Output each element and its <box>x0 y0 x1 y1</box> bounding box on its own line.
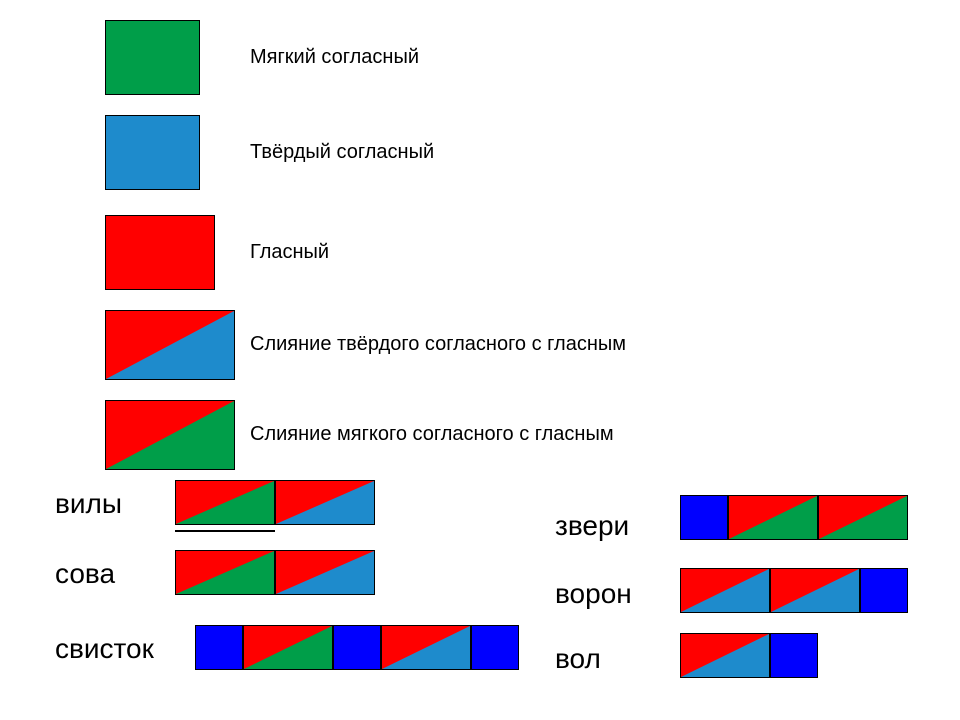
word-label: свисток <box>55 633 154 665</box>
solid-cell <box>105 215 215 290</box>
solid-cell <box>105 20 200 95</box>
diag-cell <box>105 310 235 380</box>
word-blocks <box>680 633 818 678</box>
legend-label: Гласный <box>250 241 329 264</box>
legend-row: Твёрдый согласный <box>0 115 960 190</box>
word-blocks <box>680 568 908 613</box>
word-label: вилы <box>55 488 122 520</box>
diag-cell <box>680 633 770 678</box>
diag-cell <box>275 480 375 525</box>
legend-row: Слияние мягкого согласного с гласным <box>0 400 960 470</box>
diag-cell <box>275 550 375 595</box>
diag-cell <box>175 480 275 525</box>
word-blocks <box>195 625 519 670</box>
diag-cell <box>381 625 471 670</box>
word-blocks <box>175 480 375 525</box>
solid-cell <box>195 625 243 670</box>
diag-cell <box>728 495 818 540</box>
word-blocks <box>680 495 908 540</box>
diag-cell <box>818 495 908 540</box>
legend-row: Мягкий согласный <box>0 20 960 95</box>
diag-cell <box>105 400 235 470</box>
diag-cell <box>770 568 860 613</box>
word-underline <box>175 530 275 532</box>
solid-cell <box>105 115 200 190</box>
solid-cell <box>471 625 519 670</box>
solid-cell <box>333 625 381 670</box>
word-blocks <box>175 550 375 595</box>
solid-cell <box>860 568 908 613</box>
solid-cell <box>680 495 728 540</box>
word-label: сова <box>55 558 115 590</box>
word-label: звери <box>555 510 629 542</box>
diag-cell <box>680 568 770 613</box>
word-label: вол <box>555 643 601 675</box>
legend-row: Гласный <box>0 215 960 290</box>
legend-label: Слияние твёрдого согласного с гласным <box>250 333 626 356</box>
diag-cell <box>243 625 333 670</box>
legend-label: Мягкий согласный <box>250 46 419 69</box>
diag-cell <box>175 550 275 595</box>
legend-label: Твёрдый согласный <box>250 141 434 164</box>
word-label: ворон <box>555 578 632 610</box>
legend-row: Слияние твёрдого согласного с гласным <box>0 310 960 380</box>
legend-label: Слияние мягкого согласного с гласным <box>250 423 614 446</box>
solid-cell <box>770 633 818 678</box>
